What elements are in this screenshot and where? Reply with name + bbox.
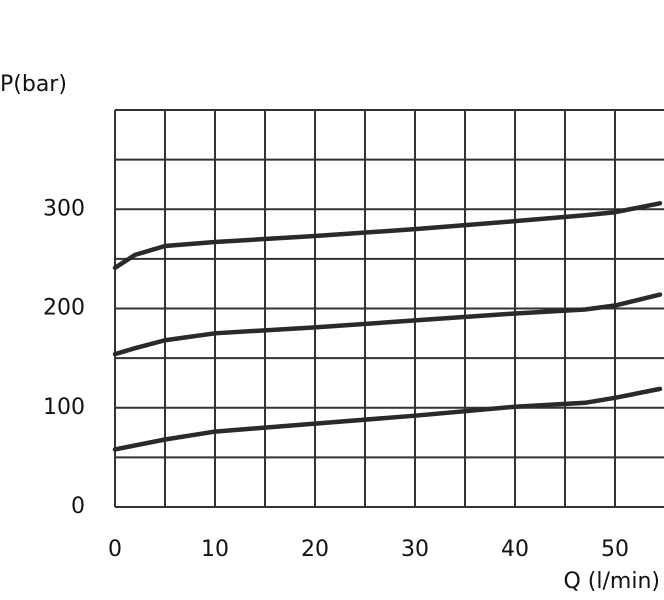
- y-tick-label: 300: [43, 196, 85, 221]
- y-tick-label: 100: [43, 395, 85, 420]
- x-tick-label: 20: [301, 537, 329, 562]
- curve: [112, 292, 663, 357]
- y-tick-label: 0: [71, 494, 85, 519]
- x-tick-label: 40: [501, 537, 529, 562]
- x-tick-label: 30: [401, 537, 429, 562]
- y-axis-label: P(bar): [0, 72, 67, 97]
- x-tick-label: 10: [201, 537, 229, 562]
- x-axis-label: Q (l/min): [564, 569, 661, 594]
- x-tick-label: 0: [108, 537, 122, 562]
- y-tick-label: 200: [43, 296, 85, 321]
- x-tick-label: 50: [601, 537, 629, 562]
- curve: [112, 386, 663, 452]
- curve: [112, 201, 663, 271]
